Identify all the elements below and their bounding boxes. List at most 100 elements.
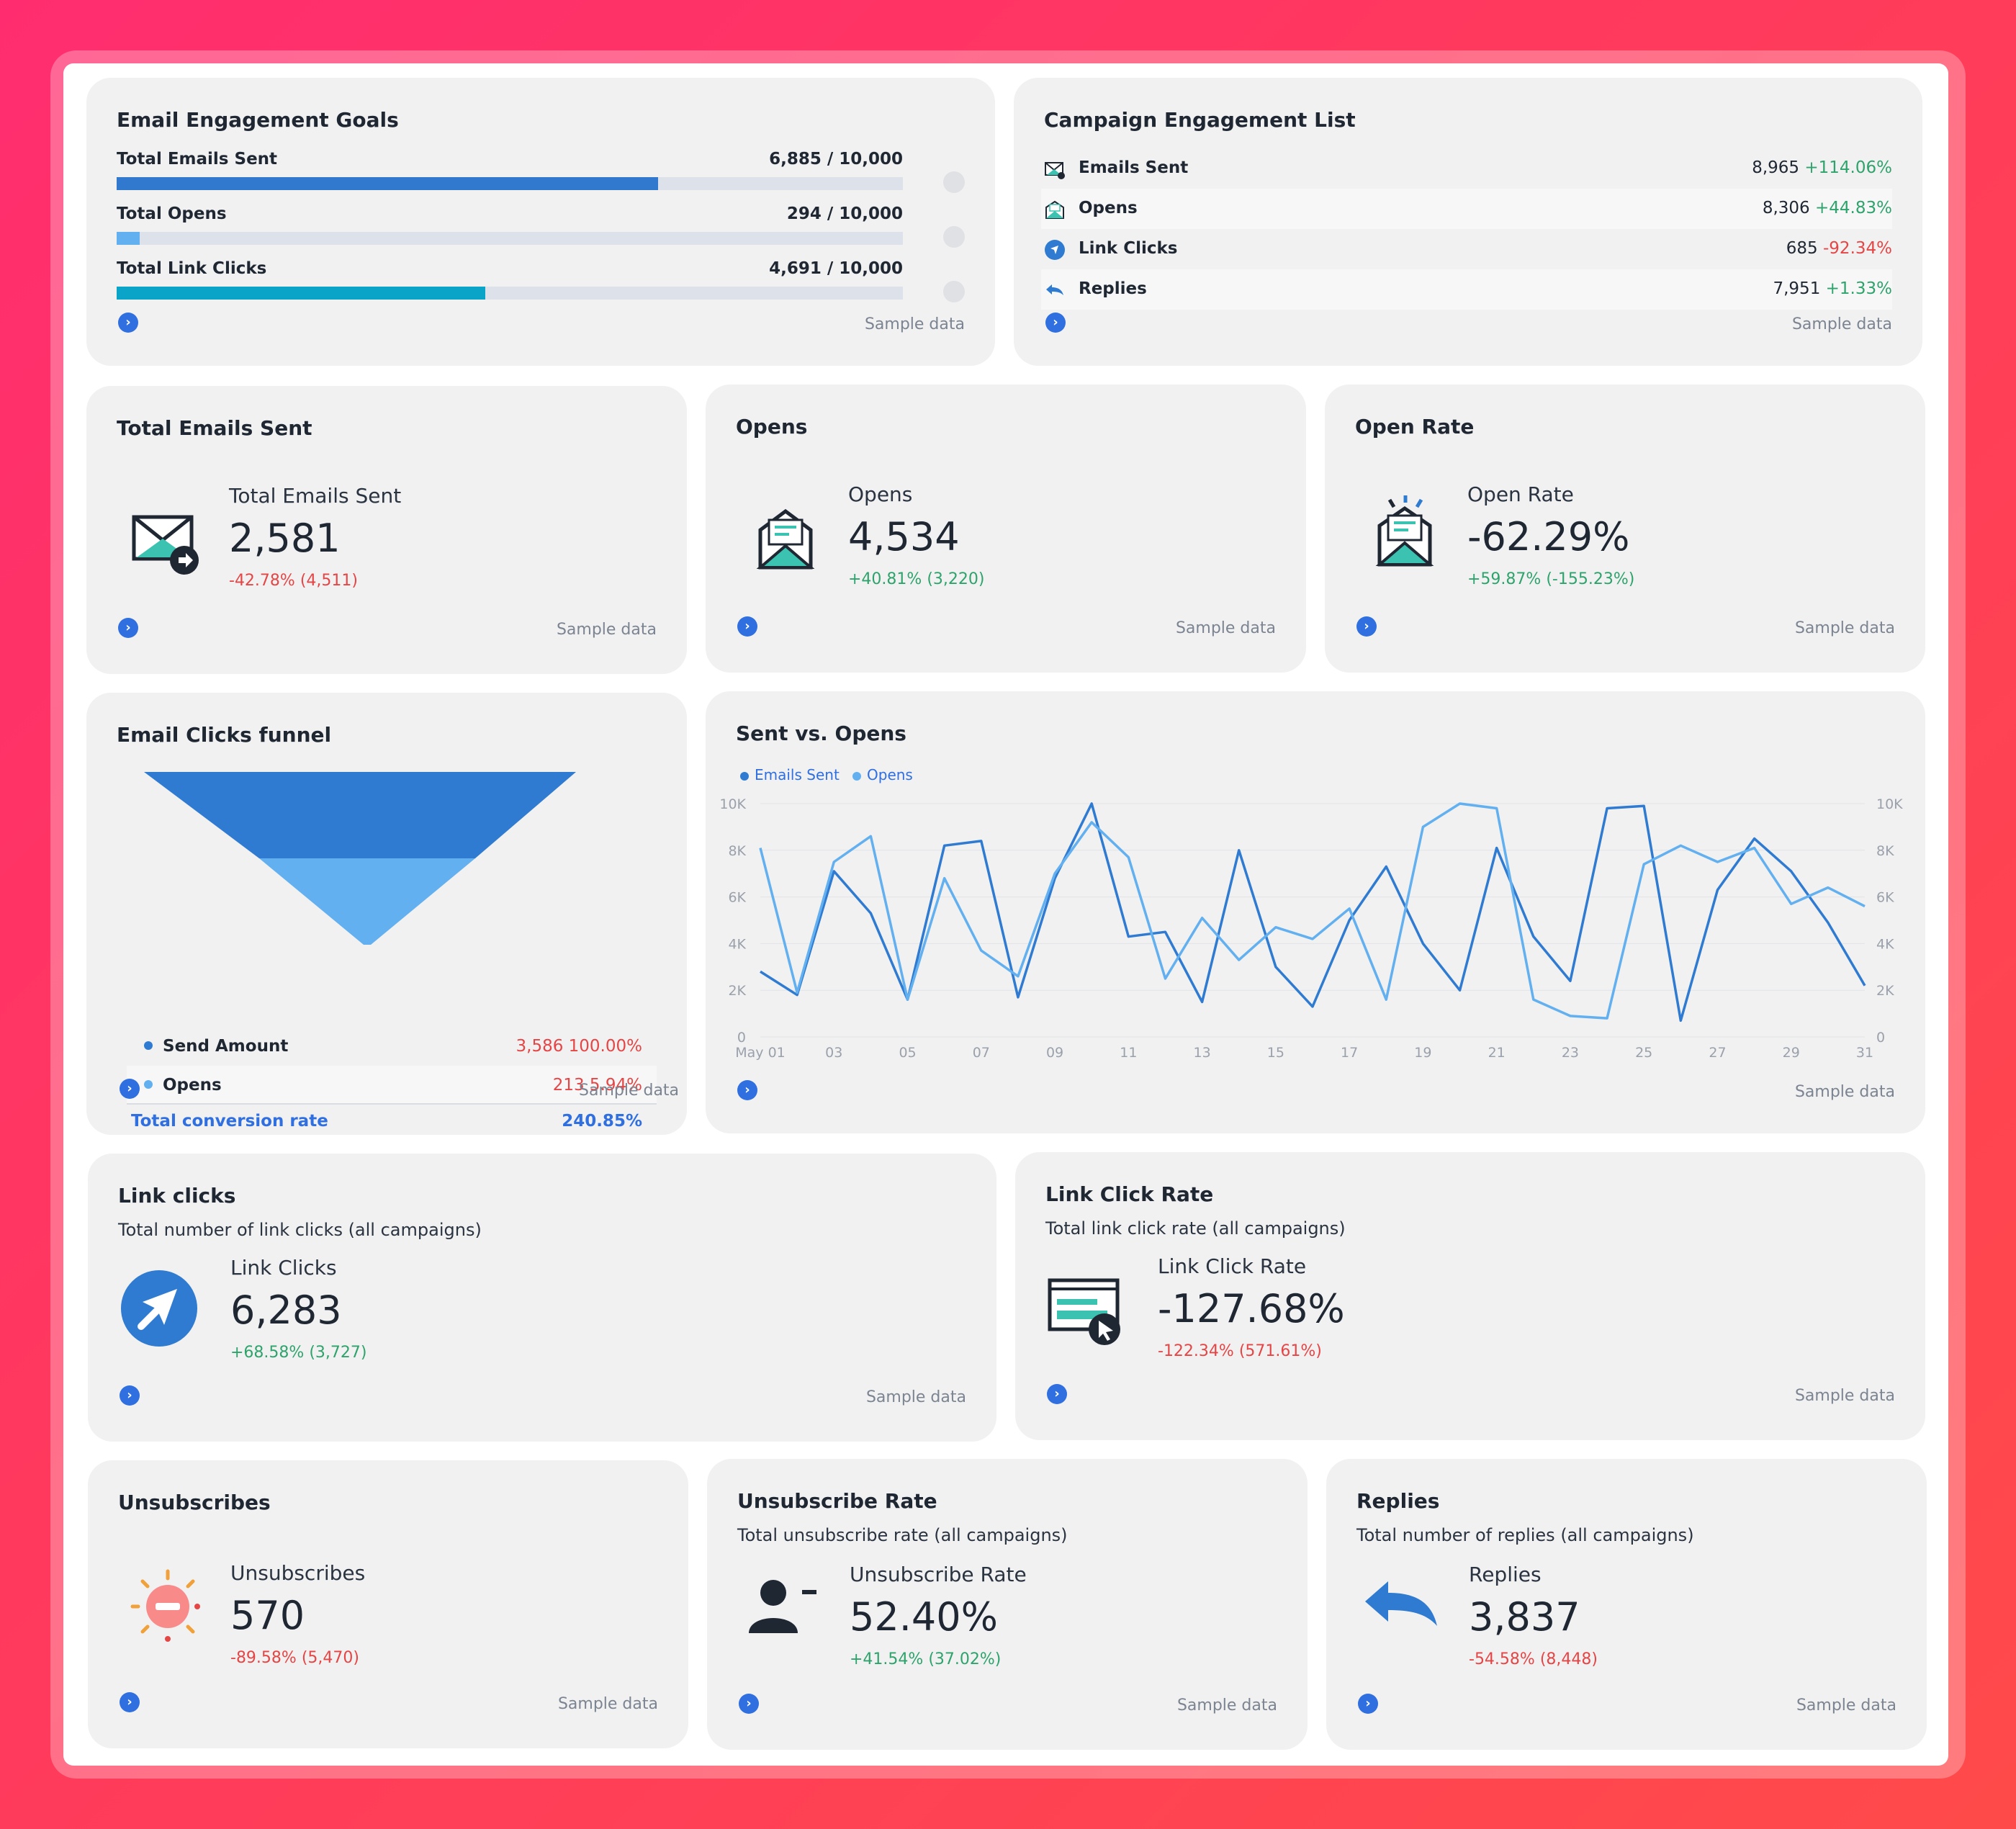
go-to-details-button[interactable]: › xyxy=(1358,1694,1378,1714)
open-envelope-icon xyxy=(1045,200,1064,219)
email-clicks-funnel-card: Email Clicks funnel Send Amount 3,586 10… xyxy=(86,693,687,1135)
go-to-details-button[interactable]: › xyxy=(737,1080,757,1100)
sent-vs-opens-card: Sent vs. Opens Emails Sent Opens 0 0 2K 2K 4… xyxy=(706,691,1925,1133)
kpi-delta: +59.87% (-155.23%) xyxy=(1467,570,1635,588)
card-title: Unsubscribes xyxy=(118,1491,271,1514)
legend-dot xyxy=(144,1080,153,1089)
x-tick-label: 29 xyxy=(1783,1045,1800,1061)
kpi-label: Replies xyxy=(1469,1563,1542,1586)
y-tick-label-left: 0 xyxy=(737,1030,746,1046)
x-tick-label: 25 xyxy=(1635,1045,1652,1061)
kpi-value: 6,283 xyxy=(230,1288,342,1333)
go-to-details-button[interactable]: › xyxy=(1045,313,1066,333)
go-to-details-button[interactable]: › xyxy=(739,1694,759,1714)
reply-icon xyxy=(1046,284,1063,295)
link-clicks-card: Link clicks Total number of link clicks … xyxy=(88,1154,996,1442)
list-item[interactable]: Replies 7,951 +1.33% xyxy=(1041,269,1892,310)
card-title: Email Clicks funnel xyxy=(117,723,332,747)
goal-value: 6,885 / 10,000 xyxy=(769,150,903,168)
campaign-engagement-list-card: Campaign Engagement List Emails Sent 8,9… xyxy=(1014,78,1922,366)
funnel-stage-send-amount xyxy=(144,772,576,858)
series-line-opens[interactable] xyxy=(759,802,1866,1020)
x-tick-label: 19 xyxy=(1414,1045,1431,1061)
card-subtitle: Total link click rate (all campaigns) xyxy=(1045,1218,1346,1239)
kpi-label: Opens xyxy=(848,482,913,506)
goal-progress-track xyxy=(117,177,903,190)
goal-value: 4,691 / 10,000 xyxy=(769,259,903,278)
funnel-row-label: Opens xyxy=(163,1076,222,1095)
kpi-value: 570 xyxy=(230,1593,305,1638)
legend-item-opens[interactable]: Opens xyxy=(852,766,913,783)
goal-label: Total Opens xyxy=(117,205,227,223)
sample-data-label: Sample data xyxy=(1791,315,1892,333)
card-subtitle: Total number of replies (all campaigns) xyxy=(1356,1525,1694,1545)
dashboard-panel: Email Engagement Goals Total Emails Sent… xyxy=(63,63,1948,1766)
funnel-row-value: 3,586 100.00% xyxy=(516,1037,643,1056)
x-tick-label: 07 xyxy=(973,1045,990,1061)
goal-row-link-clicks: Total Link Clicks 4,691 / 10,000 xyxy=(117,259,965,310)
list-item[interactable]: Opens 8,306 +44.83% xyxy=(1041,189,1892,229)
funnel-row-value: 213 5.94% xyxy=(552,1076,642,1095)
go-to-details-button[interactable]: › xyxy=(1356,616,1377,637)
kpi-label: Open Rate xyxy=(1467,482,1574,506)
funnel-row-label: Send Amount xyxy=(163,1037,289,1056)
goal-progress-track xyxy=(117,287,903,300)
goal-progress-fill xyxy=(117,177,658,190)
go-to-details-button[interactable]: › xyxy=(120,1692,140,1712)
card-title: Unsubscribe Rate xyxy=(737,1489,937,1513)
go-to-details-button[interactable]: › xyxy=(120,1079,140,1099)
go-to-details-button[interactable]: › xyxy=(118,618,138,638)
x-tick-label: 23 xyxy=(1562,1045,1579,1061)
sample-data-label: Sample data xyxy=(864,315,965,333)
legend-dot xyxy=(740,771,749,781)
goal-progress-track xyxy=(117,232,903,245)
kpi-value: 2,581 xyxy=(229,516,341,561)
open-envelope-icon xyxy=(756,508,815,570)
list-item-value: 8,965 +114.06% xyxy=(1752,158,1892,177)
card-title: Open Rate xyxy=(1355,415,1475,439)
kpi-delta: -42.78% (4,511) xyxy=(229,572,358,590)
list-item[interactable]: Emails Sent 8,965 +114.06% xyxy=(1041,148,1892,189)
goal-progress-fill xyxy=(117,287,486,300)
sample-data-label: Sample data xyxy=(1794,1387,1895,1405)
y-tick-label-left: 10K xyxy=(719,796,746,812)
card-title: Sent vs. Opens xyxy=(736,722,906,745)
x-tick-label: 09 xyxy=(1046,1045,1063,1061)
list-item-label: Link Clicks xyxy=(1079,239,1178,258)
link-click-rate-card: Link Click Rate Total link click rate (a… xyxy=(1015,1152,1925,1440)
go-to-details-button[interactable]: › xyxy=(737,616,757,637)
sample-data-label: Sample data xyxy=(865,1388,966,1406)
total-emails-sent-card: Total Emails Sent Total Emails Sent 2,58… xyxy=(86,386,687,674)
kpi-label: Link Clicks xyxy=(230,1256,337,1280)
list-item-value: 8,306 +44.83% xyxy=(1762,199,1892,217)
y-tick-label-left: 4K xyxy=(728,936,746,952)
y-tick-label-right: 4K xyxy=(1876,936,1894,952)
x-tick-label: 13 xyxy=(1194,1045,1211,1061)
y-tick-label-right: 6K xyxy=(1876,890,1894,906)
x-tick-label: 31 xyxy=(1856,1045,1873,1061)
card-subtitle: Total unsubscribe rate (all campaigns) xyxy=(737,1525,1068,1545)
sample-data-label: Sample data xyxy=(556,621,657,639)
x-tick-label: 03 xyxy=(825,1045,842,1061)
goal-status-dot xyxy=(943,226,965,248)
series-line-emails-sent[interactable] xyxy=(760,802,1866,1023)
goal-progress-fill xyxy=(117,232,140,245)
list-item[interactable]: Link Clicks 685 -92.34% xyxy=(1041,229,1892,269)
sample-data-label: Sample data xyxy=(1794,619,1895,637)
sample-data-label: Sample data xyxy=(1176,1697,1277,1715)
kpi-delta: -122.34% (571.61%) xyxy=(1158,1342,1322,1360)
go-to-details-button[interactable]: › xyxy=(1047,1384,1067,1404)
legend-item-emails-sent[interactable]: Emails Sent xyxy=(740,766,840,783)
go-to-details-button[interactable]: › xyxy=(120,1385,140,1406)
y-tick-label-left: 6K xyxy=(728,890,746,906)
y-tick-label-left: 2K xyxy=(728,983,746,999)
y-tick-label-right: 8K xyxy=(1876,843,1894,859)
kpi-value: -127.68% xyxy=(1158,1286,1345,1331)
card-subtitle: Total number of link clicks (all campaig… xyxy=(118,1220,482,1240)
email-sent-icon xyxy=(132,515,199,575)
card-title: Opens xyxy=(736,415,808,439)
kpi-value: 4,534 xyxy=(848,514,960,560)
go-to-details-button[interactable]: › xyxy=(118,313,138,333)
sample-data-label: Sample data xyxy=(1175,619,1276,637)
user-remove-icon xyxy=(749,1580,816,1633)
